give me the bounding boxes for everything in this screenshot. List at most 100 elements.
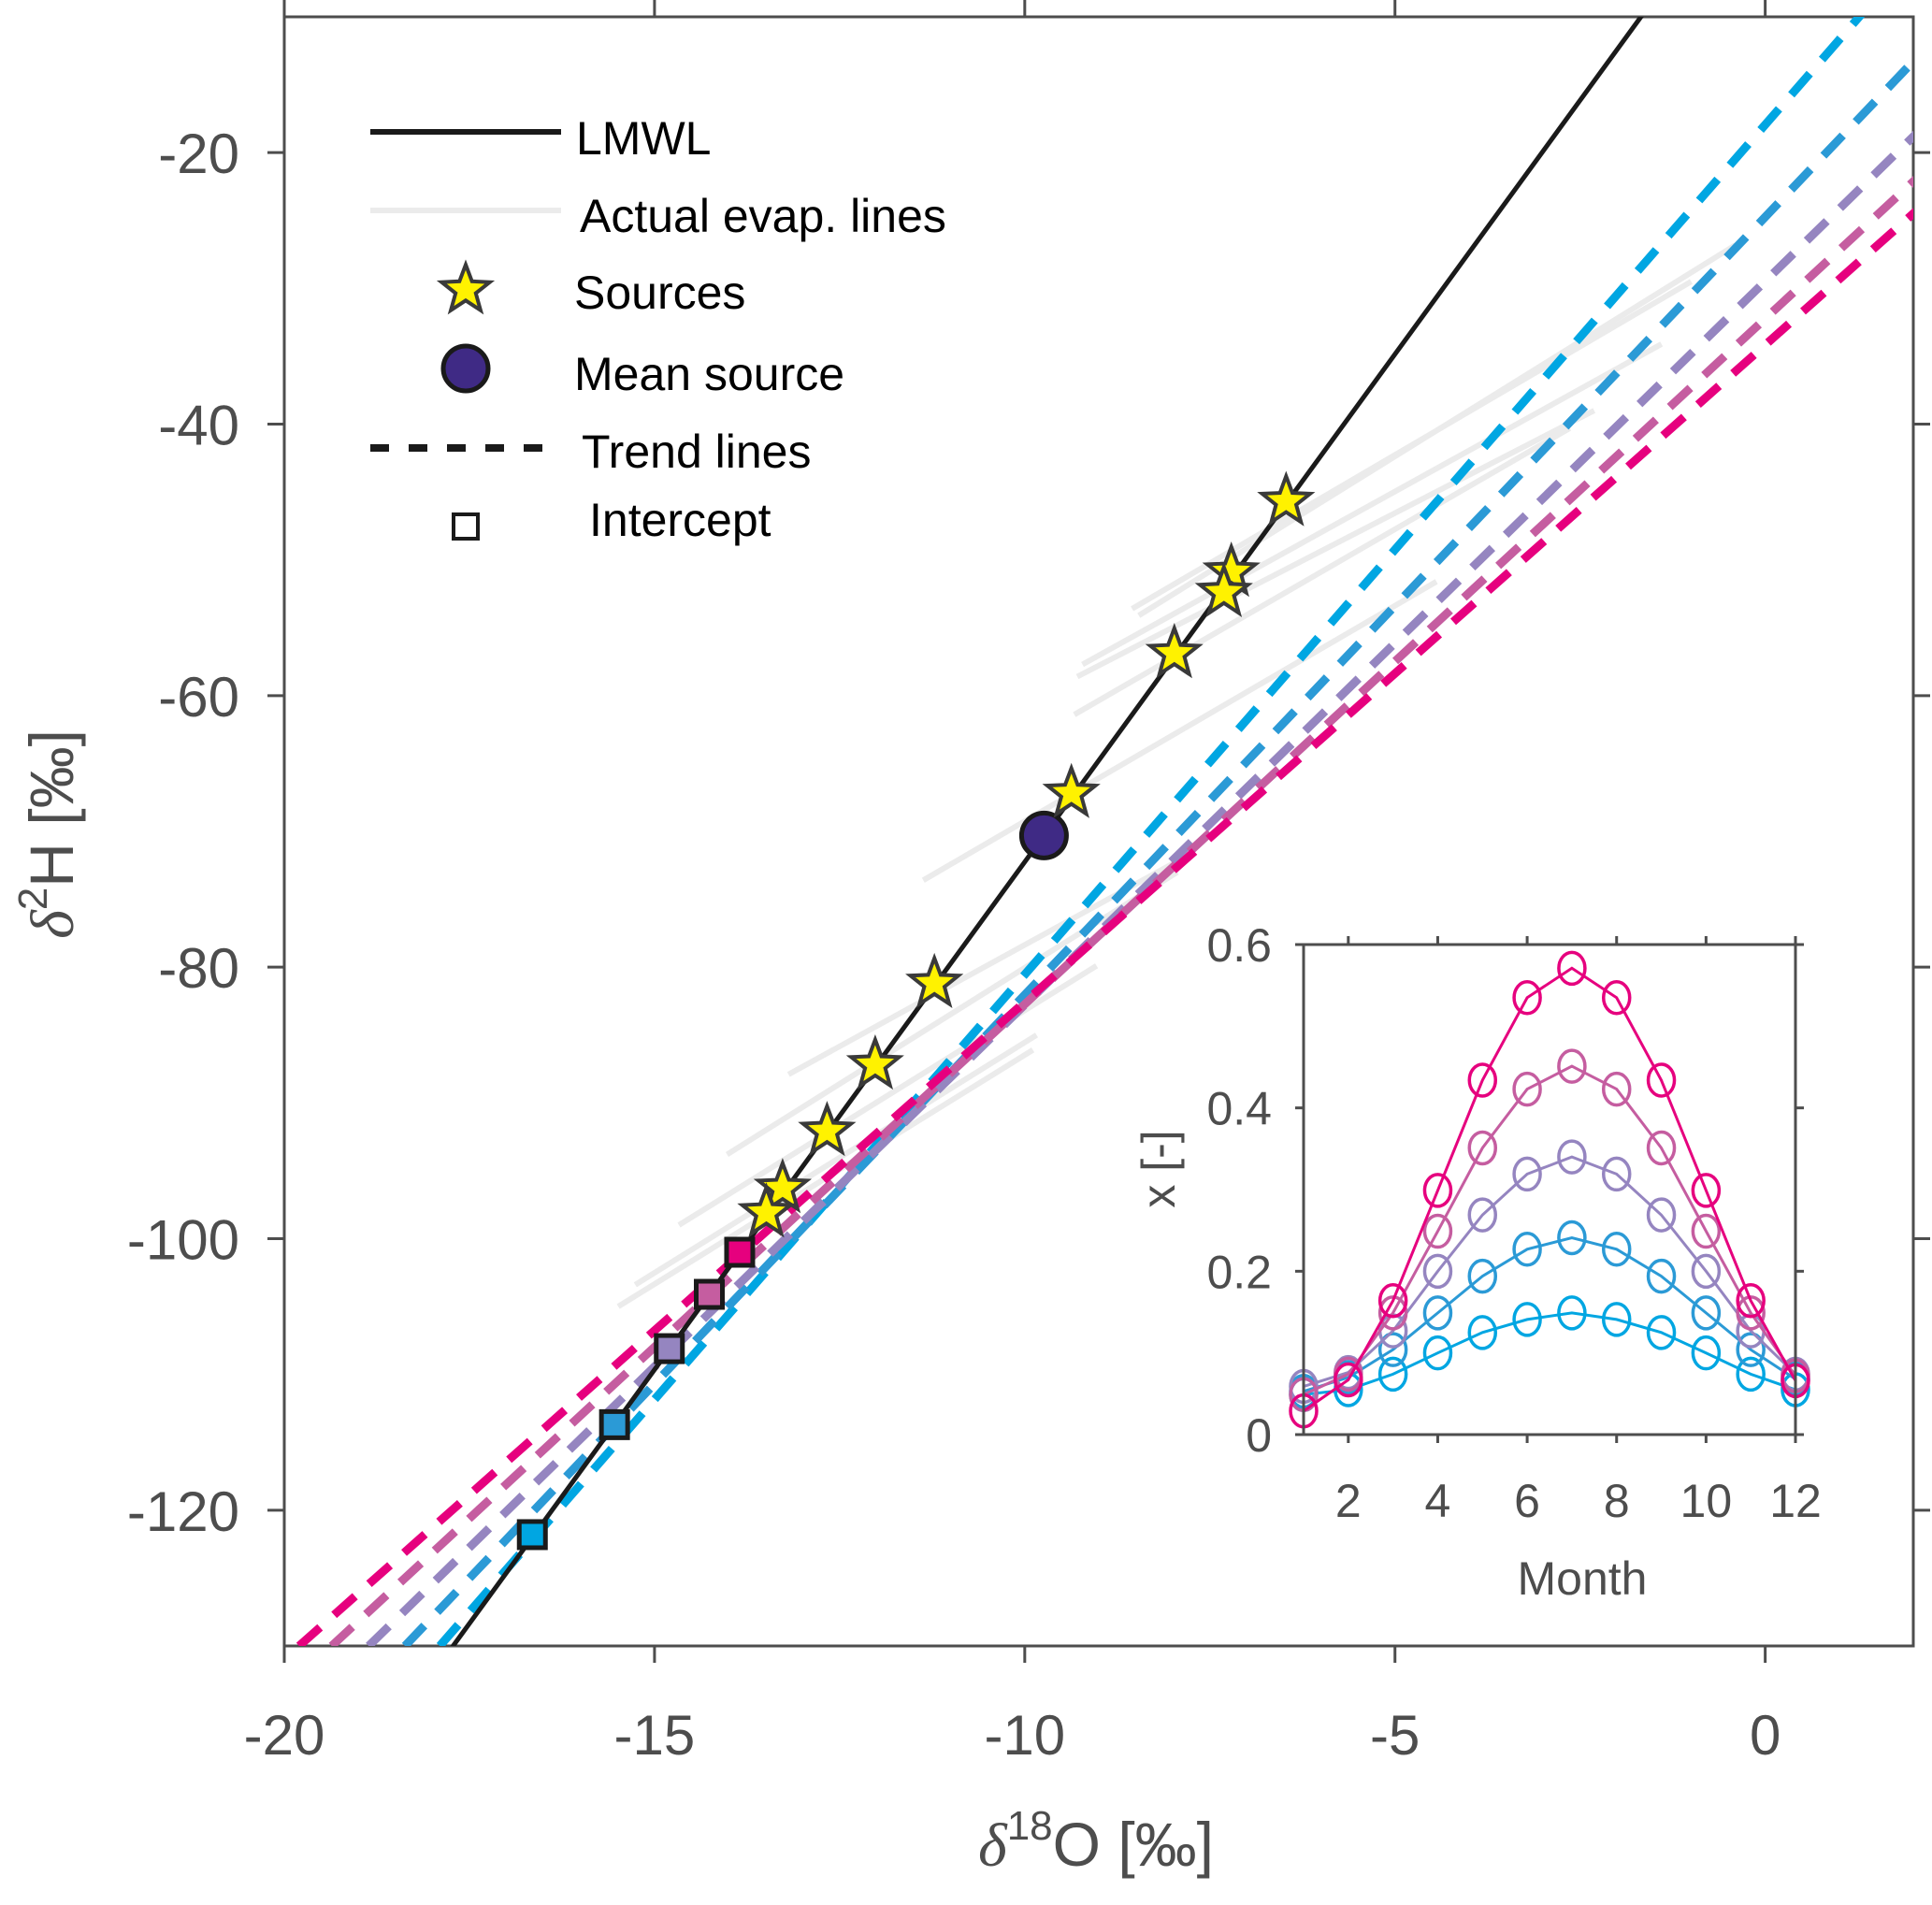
inset-point-series-4 xyxy=(1557,1048,1587,1084)
inset-point-series-2 xyxy=(1601,1232,1632,1267)
evap-line xyxy=(1073,426,1572,717)
trend-lines xyxy=(296,17,1913,1646)
y-tick-label: -40 xyxy=(158,395,239,457)
evap-line xyxy=(633,1032,1039,1288)
intercept-marker-series-4 xyxy=(694,1278,726,1310)
inset-point-series-2 xyxy=(1646,1258,1677,1294)
inset-point-series-5 xyxy=(1691,1173,1722,1208)
source-star-marker xyxy=(737,1182,796,1238)
inset-point-series-4 xyxy=(1601,1071,1632,1107)
trend-line-series-1 xyxy=(436,17,1866,1646)
intercept-marker-series-2 xyxy=(598,1408,630,1440)
x-tick-label: 0 xyxy=(1750,1704,1781,1767)
inset-point-series-4 xyxy=(1467,1130,1498,1166)
source-star-marker xyxy=(845,1033,904,1090)
inset-point-series-5 xyxy=(1736,1283,1766,1319)
y-tick-label: -120 xyxy=(127,1480,239,1543)
y-tick-label: -20 xyxy=(158,123,239,185)
main-plot-frame xyxy=(282,15,1915,1648)
inset-line-series-1 xyxy=(1303,1311,1796,1396)
legend-square-icon xyxy=(452,512,480,541)
inset-x-axis-label: Month xyxy=(1518,1552,1648,1605)
evap-lines xyxy=(616,242,1737,1309)
inset-point-series-2 xyxy=(1691,1295,1722,1331)
legend-circle-icon xyxy=(440,343,491,394)
legend-evap-label: Actual evap. lines xyxy=(580,190,946,242)
legend-star-shape xyxy=(436,259,496,315)
inset-x-tick-label: 6 xyxy=(1514,1475,1540,1527)
inset-x-tick-label: 8 xyxy=(1604,1475,1630,1527)
legend-trend-label: Trend lines xyxy=(582,426,811,478)
x-tick-label: -20 xyxy=(244,1704,325,1767)
inset-x-tick-label: 4 xyxy=(1425,1475,1451,1527)
trend-line-series-3 xyxy=(366,130,1913,1646)
intercept-marker-series-1 xyxy=(516,1519,548,1551)
source-star-marker xyxy=(1042,762,1101,818)
evap-line xyxy=(677,963,1099,1228)
x-tick-label: -5 xyxy=(1370,1704,1420,1767)
inset-point-series-2 xyxy=(1422,1295,1453,1331)
legend-intercept-label: Intercept xyxy=(589,494,771,546)
evap-line xyxy=(725,870,1179,1158)
legend: LMWL Actual evap. lines Sources Mean sou… xyxy=(370,112,946,546)
inset-point-series-1 xyxy=(1691,1335,1722,1371)
evap-line xyxy=(1075,408,1596,680)
source-star-marker xyxy=(1194,561,1253,618)
legend-mean-label: Mean source xyxy=(574,348,844,400)
inset-point-series-1 xyxy=(1422,1335,1453,1371)
lmwl-line xyxy=(450,17,1644,1646)
inset-point-series-1 xyxy=(1736,1356,1766,1393)
legend-lmwl-label: LMWL xyxy=(576,112,711,165)
inset-y-tick-label: 0 xyxy=(1246,1409,1272,1462)
inset-point-series-3 xyxy=(1691,1253,1722,1290)
inset-point-series-1 xyxy=(1512,1302,1542,1337)
inset-point-series-5 xyxy=(1334,1362,1363,1398)
x-axis-label: δ18O [‰] xyxy=(978,1803,1214,1880)
inset-point-series-4 xyxy=(1646,1130,1677,1166)
source-star-marker xyxy=(1257,470,1316,527)
inset-point-series-3 xyxy=(1646,1197,1677,1233)
inset-y-tick-label: 0.4 xyxy=(1206,1083,1272,1135)
inset-x-tick-label: 2 xyxy=(1335,1475,1362,1527)
inset-point-series-3 xyxy=(1557,1139,1587,1175)
evap-line xyxy=(921,579,1438,883)
inset-point-series-3 xyxy=(1601,1156,1632,1192)
inset-point-series-3 xyxy=(1512,1156,1542,1192)
legend-sources-label: Sources xyxy=(574,267,745,319)
evap-line xyxy=(1081,341,1664,668)
inset-point-series-4 xyxy=(1422,1213,1453,1249)
x-tick-label: -10 xyxy=(984,1704,1065,1767)
inset-plot: 2 4 6 8 10 12 0 0.2 0.4 0.6 Month x [-] xyxy=(1132,919,1822,1605)
y-tick-label: -60 xyxy=(158,666,239,729)
inset-point-series-3 xyxy=(1422,1253,1453,1290)
inset-point-series-4 xyxy=(1512,1071,1542,1107)
inset-point-series-2 xyxy=(1557,1219,1587,1256)
inset-point-series-4 xyxy=(1691,1213,1722,1249)
inset-point-series-1 xyxy=(1646,1315,1677,1350)
source-star-marker xyxy=(905,952,964,1009)
inset-y-tick-label: 0.6 xyxy=(1206,919,1272,972)
inset-x-tick-label: 12 xyxy=(1769,1475,1822,1527)
inset-y-tick-label: 0.2 xyxy=(1206,1246,1272,1298)
y-axis-label: δ2H [‰] xyxy=(10,729,87,939)
inset-point-series-1 xyxy=(1377,1356,1408,1393)
inset-frame xyxy=(1302,943,1797,1436)
inset-point-series-5 xyxy=(1467,1062,1498,1098)
inset-point-series-5 xyxy=(1512,980,1542,1016)
inset-point-series-2 xyxy=(1377,1332,1408,1367)
evap-line xyxy=(1131,279,1693,612)
intercept-marker-series-3 xyxy=(654,1333,685,1364)
x-tick-label: -15 xyxy=(614,1704,696,1767)
y-tick-label: -80 xyxy=(158,937,239,1000)
inset-point-series-1 xyxy=(1467,1315,1498,1350)
inset-point-series-1 xyxy=(1557,1295,1587,1331)
y-tick-label: -100 xyxy=(127,1209,239,1272)
mean-source-marker xyxy=(1018,810,1069,860)
inset-point-series-5 xyxy=(1377,1283,1408,1319)
inset-point-series-5 xyxy=(1601,980,1632,1016)
inset-point-series-5 xyxy=(1422,1173,1453,1208)
inset-x-tick-label: 10 xyxy=(1680,1475,1733,1527)
main-markers xyxy=(516,470,1316,1551)
source-star-marker xyxy=(798,1101,857,1157)
